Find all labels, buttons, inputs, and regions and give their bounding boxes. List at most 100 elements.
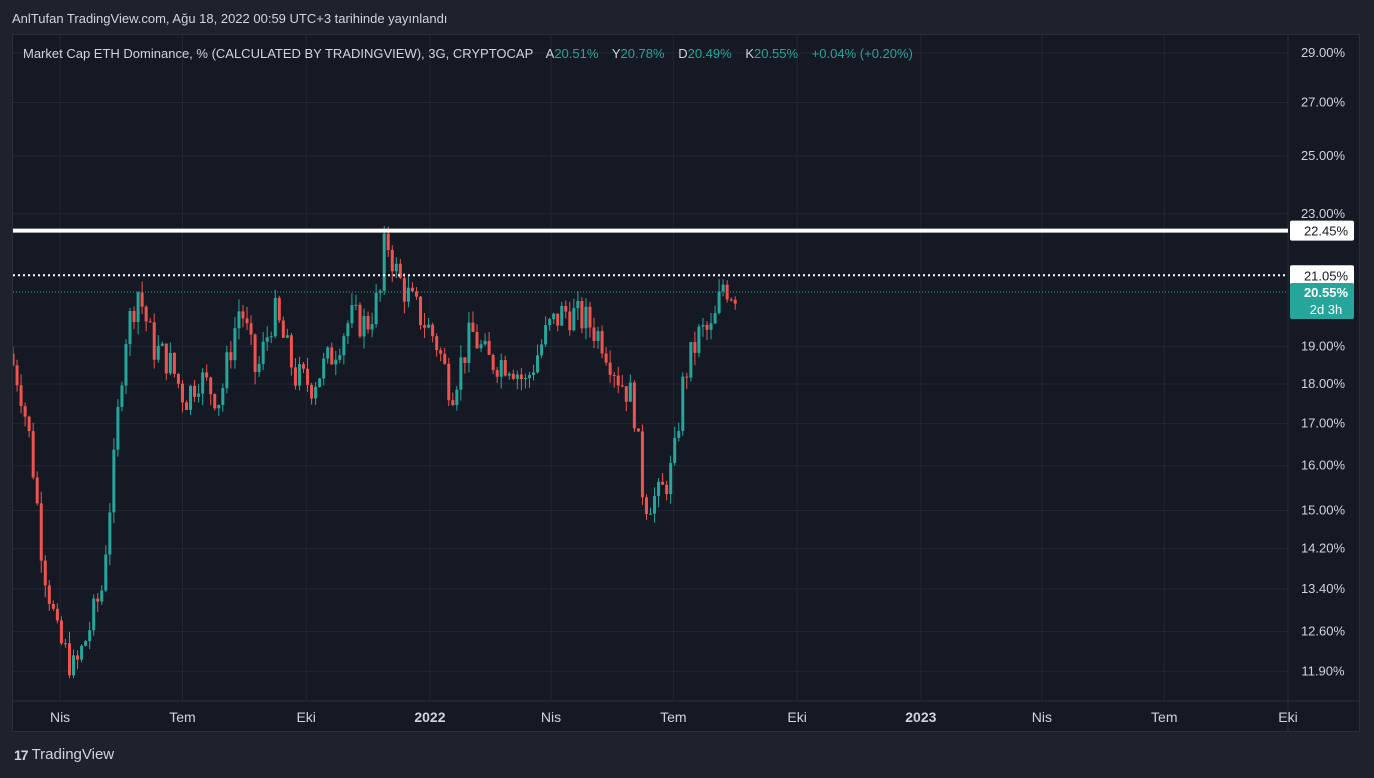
candle-down — [245, 318, 249, 324]
candle-up — [314, 386, 318, 399]
candle-up — [334, 359, 338, 365]
candle-up — [233, 328, 237, 361]
candle-up — [326, 347, 330, 359]
candle-up — [584, 306, 588, 329]
candle-up — [713, 313, 717, 324]
legend-open-value: 20.51% — [554, 46, 599, 61]
candle-down — [632, 382, 636, 429]
candle-down — [580, 300, 584, 329]
candle-down — [39, 503, 43, 561]
brand-name: TradingView — [31, 746, 115, 763]
y-tick-label: 15.00% — [1301, 503, 1346, 518]
candle-up — [479, 344, 483, 349]
candle-up — [531, 372, 535, 376]
candle-up — [596, 331, 600, 341]
candle-down — [306, 368, 310, 385]
candle-up — [374, 292, 378, 325]
candle-up — [269, 336, 273, 338]
candle-down — [600, 331, 604, 354]
candle-up — [342, 336, 346, 356]
candle-up — [160, 343, 164, 346]
candle-down — [423, 325, 427, 328]
candle-down — [556, 313, 560, 326]
candle-down — [410, 287, 414, 292]
candle-up — [120, 385, 124, 407]
candle-up — [237, 311, 241, 329]
candle-down — [612, 374, 616, 376]
candle-up — [717, 291, 721, 314]
candle-down — [249, 323, 253, 335]
y-tick-label: 17.00% — [1301, 416, 1346, 431]
candle-up — [649, 513, 652, 515]
legend-close-label: K — [745, 46, 754, 61]
candle-down — [23, 406, 27, 417]
candle-down — [289, 335, 293, 368]
candle-down — [661, 481, 665, 485]
candle-up — [406, 287, 410, 302]
candle-down — [35, 477, 39, 504]
candle-up — [709, 323, 713, 330]
candle-down — [209, 377, 213, 395]
chart-area[interactable]: 29.00% 27.00% 25.00% 23.00% 19.00% 18.00% 17.0… — [12, 34, 1360, 732]
candle-up — [116, 406, 120, 450]
candle-up — [72, 655, 76, 676]
legend-open-label: A — [545, 46, 555, 61]
candle-down — [47, 585, 51, 604]
candle-up — [370, 324, 374, 330]
candle-down — [636, 428, 640, 432]
candle-down — [487, 340, 491, 355]
candle-up — [628, 382, 632, 402]
candlestick-chart[interactable]: 29.00% 27.00% 25.00% 23.00% 19.00% 18.00% 17.0… — [13, 35, 1359, 731]
legend-low-value: 20.49% — [687, 46, 732, 61]
candle-down — [59, 620, 63, 644]
candle-up — [653, 496, 657, 514]
x-tick-label: 2022 — [414, 709, 445, 725]
candle-up — [673, 437, 677, 463]
candle-down — [172, 352, 176, 374]
horizontal-line-label: 21.05% — [1304, 268, 1349, 283]
y-tick-label: 25.00% — [1301, 148, 1346, 163]
tradingview-brand[interactable]: 17 TradingView — [14, 746, 114, 763]
tradingview-logo-icon: 17 — [14, 746, 29, 763]
candle-up — [112, 449, 116, 513]
candle-up — [225, 352, 229, 389]
symbol-legend: Market Cap ETH Dominance, % (CALCULATED … — [23, 46, 913, 61]
legend-high-value: 20.78% — [620, 46, 665, 61]
last-price-label-bg — [1290, 282, 1354, 319]
candle-down — [443, 353, 447, 364]
candle-up — [483, 340, 487, 345]
candle-up — [378, 290, 382, 293]
candle-up — [285, 335, 289, 338]
candle-up — [273, 297, 277, 337]
candle-down — [414, 291, 418, 297]
candle-up — [515, 374, 519, 379]
candle-down — [447, 363, 451, 401]
x-tick-label: Nis — [1032, 709, 1052, 725]
candle-up — [217, 404, 221, 409]
candle-down — [588, 306, 592, 328]
candle-down — [693, 342, 697, 353]
candle-down — [184, 402, 188, 410]
legend-low-label: D — [678, 46, 688, 61]
candle-down — [277, 297, 281, 321]
candle-down — [76, 655, 80, 660]
candle-down — [431, 324, 435, 337]
candle-down — [148, 321, 152, 323]
candle-down — [402, 277, 406, 302]
candle-up — [197, 393, 201, 397]
candle-up — [108, 512, 112, 555]
candle-down — [471, 322, 475, 332]
candle-down — [43, 560, 47, 586]
x-tick-label: Eki — [787, 709, 806, 725]
candle-down — [310, 384, 314, 399]
candle-down — [31, 431, 35, 478]
candle-down — [616, 375, 620, 386]
candle-down — [475, 331, 479, 349]
x-tick-label: Eki — [296, 709, 315, 725]
candle-up — [427, 324, 431, 328]
candle-up — [677, 430, 681, 438]
candle-up — [362, 315, 366, 337]
candle-down — [27, 416, 31, 432]
candle-down — [390, 250, 394, 272]
